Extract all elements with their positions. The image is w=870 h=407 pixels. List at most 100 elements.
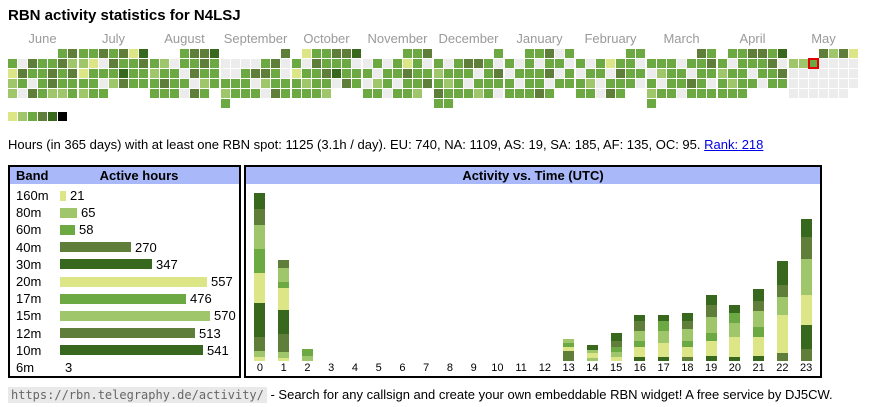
calendar-day-cell	[383, 99, 392, 108]
calendar-day-cell	[99, 79, 108, 88]
calendar-day-cell	[160, 59, 169, 68]
calendar-day-cell	[616, 49, 625, 58]
calendar-day-cell	[139, 89, 148, 98]
bar-segment	[776, 315, 788, 353]
calendar-day-cell	[8, 89, 17, 98]
calendar-day-cell	[393, 79, 402, 88]
calendar-day-cell	[687, 89, 696, 98]
band-row: 6m 3	[10, 359, 239, 376]
calendar-day-cell	[626, 79, 635, 88]
bar-segment	[254, 225, 266, 249]
bar-segment	[610, 352, 622, 357]
band-row: 15m 570	[10, 307, 239, 324]
legend-level-swatch	[38, 112, 47, 121]
calendar-day-cell	[342, 79, 351, 88]
legend-level-swatch	[8, 112, 17, 121]
calendar-day-cell	[657, 99, 666, 108]
hour-column: 0	[248, 185, 272, 376]
calendar-day-cell	[505, 89, 514, 98]
band-label: 6m	[16, 359, 35, 375]
calendar-day-cell	[271, 49, 280, 58]
calendar-day-cell	[728, 79, 737, 88]
calendar-day-cell	[687, 59, 696, 68]
band-label: 15m	[16, 308, 42, 324]
hour-tick-label: 15	[610, 362, 623, 374]
calendar-day-cell	[819, 49, 828, 58]
bar-segment	[658, 315, 670, 321]
month-label: October	[303, 31, 350, 46]
calendar-day-cell	[576, 89, 585, 98]
band-hours-bar	[60, 328, 195, 339]
calendar-day-cell	[464, 79, 473, 88]
calendar-day-cell	[434, 59, 443, 68]
calendar-day-cell	[251, 69, 260, 78]
calendar-day-cell	[829, 79, 838, 88]
calendar-day-cell	[139, 79, 148, 88]
calendar-day-cell	[281, 79, 290, 88]
bar-segment	[681, 321, 693, 329]
hour-tick-label: 19	[705, 362, 718, 374]
band-hours-bar	[60, 276, 207, 287]
band-hours-value: 557	[211, 274, 233, 290]
calendar-day-cell	[68, 59, 77, 68]
calendar-day-cell	[809, 69, 818, 78]
calendar-day-cell	[748, 79, 757, 88]
bar-segment	[753, 356, 765, 361]
activity-level-legend	[8, 112, 870, 121]
calendar-day-cell	[403, 69, 412, 78]
bar-segment	[800, 325, 812, 349]
hour-stacked-bar	[254, 193, 266, 361]
calendar-day-cell	[363, 49, 372, 58]
rank-link[interactable]: Rank: 218	[704, 137, 764, 152]
calendar-day-cell	[738, 59, 747, 68]
calendar-day-cell	[677, 89, 686, 98]
calendar-day-cell	[332, 79, 341, 88]
band-row: 40m 270	[10, 239, 239, 256]
calendar-day-cell	[423, 99, 432, 108]
calendar-day-cell	[768, 49, 777, 58]
hour-tick-label: 21	[752, 362, 765, 374]
hour-column: 3	[319, 185, 343, 376]
hour-column: 8	[438, 185, 462, 376]
calendar-day-cell	[484, 69, 493, 78]
calendar-day-cell	[728, 59, 737, 68]
bar-segment	[800, 259, 812, 295]
band-label: 10m	[16, 342, 42, 358]
band-hours-value: 570	[214, 308, 236, 324]
calendar-day-cell	[332, 59, 341, 68]
calendar-day-cell	[200, 99, 209, 108]
calendar-day-cell	[444, 59, 453, 68]
calendar-day-cell	[68, 89, 77, 98]
band-row: 30m 347	[10, 256, 239, 273]
calendar-day-cell	[809, 99, 818, 108]
calendar-day-cell	[454, 79, 463, 88]
hour-stacked-bar	[729, 305, 741, 361]
calendar-day-cell	[778, 59, 787, 68]
calendar-day-cell	[271, 89, 280, 98]
calendar-day-cell	[647, 59, 656, 68]
calendar-day-cell	[626, 89, 635, 98]
band-label: 20m	[16, 274, 42, 290]
bar-segment	[634, 315, 646, 321]
calendar-day-cell	[444, 89, 453, 98]
calendar-day-cell	[596, 99, 605, 108]
calendar-day-cell	[464, 99, 473, 108]
calendar-day-cell	[758, 69, 767, 78]
calendar-day-cell	[150, 89, 159, 98]
bar-segment	[563, 351, 575, 361]
calendar-day-cell	[89, 99, 98, 108]
calendar-day-cell	[667, 79, 676, 88]
bar-segment	[278, 288, 290, 310]
calendar-day-cell	[667, 59, 676, 68]
month-grid	[221, 49, 290, 108]
band-row: 60m 58	[10, 221, 239, 238]
month-block: March	[647, 31, 716, 108]
hour-tick-label: 7	[423, 362, 430, 374]
calendar-day-cell	[38, 59, 47, 68]
calendar-day-cell	[423, 69, 432, 78]
calendar-day-cell	[231, 59, 240, 68]
calendar-day-cell	[626, 69, 635, 78]
calendar-day-cell	[332, 99, 341, 108]
calendar-day-cell	[79, 79, 88, 88]
calendar-day-cell	[170, 79, 179, 88]
